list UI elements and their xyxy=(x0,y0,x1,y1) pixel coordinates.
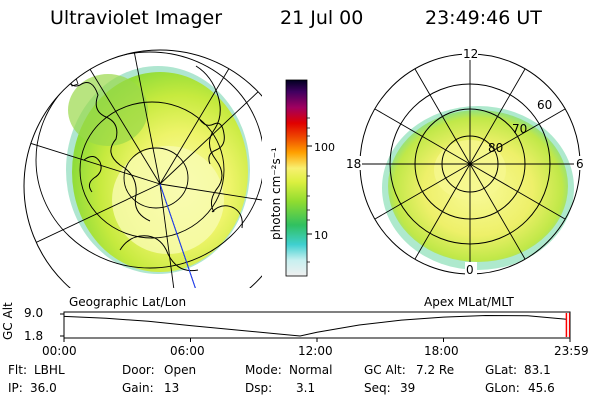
timeline-left-title: Geographic Lat/Lon xyxy=(69,295,187,309)
status-gain-value: 13 xyxy=(164,381,180,395)
time-label: 23:49:46 UT xyxy=(425,7,542,29)
colorbar-label-100: 100 xyxy=(314,141,335,154)
status-glon-value: 45.6 xyxy=(528,381,555,395)
status-seq-value: 39 xyxy=(400,381,416,395)
orbit-altitude-curve xyxy=(63,314,567,337)
timeline-tick-0000: 00:00 xyxy=(42,344,77,358)
mlat-label-70: 70 xyxy=(512,122,527,136)
colorbar-unit-label: photon cm⁻²s⁻¹ xyxy=(269,147,283,240)
status-filter-label: Flt: xyxy=(8,363,27,377)
status-door-label: Door: xyxy=(122,363,155,377)
status-glat-value: 83.1 xyxy=(524,363,551,377)
mlt-label-12: 12 xyxy=(463,47,478,61)
timeline-tick-1200: 12:00 xyxy=(298,344,333,358)
mlat-label-60: 60 xyxy=(537,98,552,112)
mlat-label-80: 80 xyxy=(488,141,503,155)
status-mode-label: Mode: xyxy=(245,363,282,377)
status-gain-label: Gain: xyxy=(122,381,154,395)
status-mode-value: Normal xyxy=(289,363,333,377)
timeline-y-max: 9.0 xyxy=(24,306,44,320)
status-dsp-label: Dsp: xyxy=(245,381,273,395)
timeline-axis-label: GC Alt xyxy=(1,302,15,340)
status-gcalt-label: GC Alt: xyxy=(364,363,406,377)
polar-plot: 12 18 6 0 60 70 80 xyxy=(344,46,586,277)
mlt-label-18: 18 xyxy=(346,157,361,171)
mlt-label-0: 0 xyxy=(466,263,474,277)
timeline-tick-1800: 18:00 xyxy=(424,344,459,358)
colorbar xyxy=(285,79,308,277)
status-filter-value: LBHL xyxy=(34,363,65,377)
colorbar-label-10: 10 xyxy=(314,229,328,242)
status-gcalt-value: 7.2 Re xyxy=(416,363,455,377)
mlt-label-6: 6 xyxy=(576,157,584,171)
status-dsp-value: 3.1 xyxy=(296,381,316,395)
status-glon-label: GLon: xyxy=(485,381,520,395)
timeline-y-min: 1.8 xyxy=(24,329,44,343)
timeline-tick-2359: 23:59 xyxy=(554,344,589,358)
date-label: 21 Jul 00 xyxy=(280,7,364,29)
timeline-tick-0600: 06:00 xyxy=(170,344,205,358)
status-glat-label: GLat: xyxy=(485,363,518,377)
status-ip-label: IP: xyxy=(8,381,23,395)
timeline-right-title: Apex MLat/MLT xyxy=(424,295,514,309)
status-ip-value: 36.0 xyxy=(30,381,57,395)
geographic-image xyxy=(23,49,262,288)
orbit-timeline xyxy=(60,311,571,342)
status-door-value: Open xyxy=(164,363,197,377)
status-seq-label: Seq: xyxy=(364,381,391,395)
app-title: Ultraviolet Imager xyxy=(50,7,223,29)
